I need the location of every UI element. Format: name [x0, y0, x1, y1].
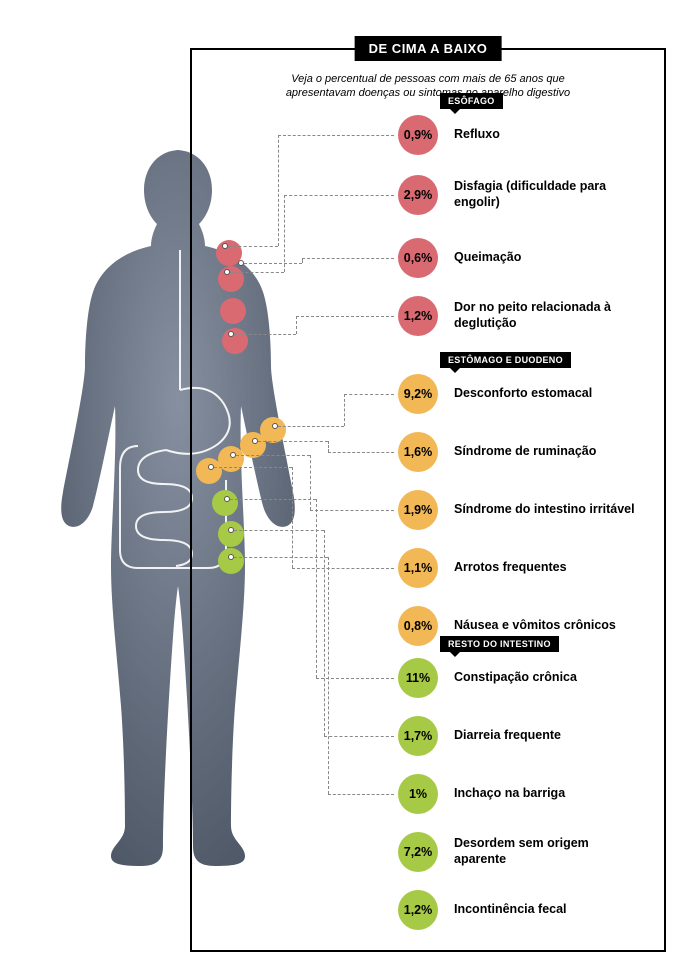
data-row: 11% Constipação crônica	[398, 658, 577, 698]
symptom-label: Constipação crônica	[454, 670, 577, 686]
data-row: 1,2% Dor no peito relacionada à deglutiçã…	[398, 296, 644, 336]
data-row: 1,6% Síndrome de ruminação	[398, 432, 596, 472]
data-row: 1,1% Arrotos frequentes	[398, 548, 567, 588]
leader-line	[316, 499, 317, 678]
symptom-label: Dor no peito relacionada à deglutição	[454, 300, 644, 331]
symptom-label: Síndrome do intestino irritável	[454, 502, 635, 518]
leader-line	[236, 455, 310, 456]
body-marker	[218, 548, 244, 574]
leader-line	[328, 794, 394, 795]
body-marker	[220, 298, 246, 324]
percent-circle: 1,9%	[398, 490, 438, 530]
percent-circle: 9,2%	[398, 374, 438, 414]
symptom-label: Refluxo	[454, 127, 500, 143]
percent-circle: 0,6%	[398, 238, 438, 278]
leader-line	[292, 467, 293, 568]
leader-line	[278, 135, 394, 136]
section-tab-stomach: ESTÔMAGO E DUODENO	[440, 352, 571, 368]
body-marker	[218, 521, 244, 547]
leader-line	[278, 135, 279, 246]
leader-line	[258, 441, 328, 442]
body-marker	[212, 490, 238, 516]
section-tab-esophagus: ESÔFAGO	[440, 93, 503, 109]
data-row: 0,8% Náusea e vômitos crônicos	[398, 606, 616, 646]
leader-line	[228, 246, 278, 247]
percent-circle: 1,7%	[398, 716, 438, 756]
leader-line	[278, 426, 344, 427]
leader-line	[244, 263, 302, 264]
leader-line	[292, 568, 394, 569]
symptom-label: Diarreia frequente	[454, 728, 561, 744]
leader-line	[328, 557, 329, 794]
leader-line	[302, 258, 394, 259]
leader-line	[344, 394, 345, 426]
percent-circle: 0,9%	[398, 115, 438, 155]
leader-line	[324, 530, 325, 736]
body-marker	[218, 446, 244, 472]
leader-line	[296, 316, 297, 334]
body-marker	[218, 266, 244, 292]
percent-circle: 1,6%	[398, 432, 438, 472]
data-row: 1,9% Síndrome do intestino irritável	[398, 490, 635, 530]
percent-circle: 7,2%	[398, 832, 438, 872]
data-row: 1% Inchaço na barriga	[398, 774, 565, 814]
symptom-label: Desconforto estomacal	[454, 386, 592, 402]
leader-line	[284, 195, 394, 196]
symptom-label: Náusea e vômitos crônicos	[454, 618, 616, 634]
leader-line	[328, 441, 329, 452]
percent-circle: 1%	[398, 774, 438, 814]
percent-circle: 2,9%	[398, 175, 438, 215]
leader-line	[324, 736, 394, 737]
percent-circle: 1,1%	[398, 548, 438, 588]
data-row: 9,2% Desconforto estomacal	[398, 374, 592, 414]
leader-line	[296, 316, 394, 317]
subtitle: Veja o percentual de pessoas com mais de…	[263, 72, 593, 101]
percent-circle: 1,2%	[398, 890, 438, 930]
symptom-label: Disfagia (dificuldade para engolir)	[454, 179, 644, 210]
body-marker	[222, 328, 248, 354]
percent-circle: 0,8%	[398, 606, 438, 646]
percent-circle: 11%	[398, 658, 438, 698]
leader-line	[214, 467, 292, 468]
data-row: 2,9% Disfagia (dificuldade para engolir)	[398, 175, 644, 215]
symptom-label: Incontinência fecal	[454, 902, 567, 918]
symptom-label: Arrotos frequentes	[454, 560, 567, 576]
leader-line	[230, 499, 316, 500]
leader-line	[234, 334, 296, 335]
leader-line	[328, 452, 394, 453]
symptom-label: Desordem sem origem aparente	[454, 836, 644, 867]
leader-line	[310, 510, 394, 511]
symptom-label: Queimação	[454, 250, 521, 266]
symptom-label: Síndrome de ruminação	[454, 444, 596, 460]
data-row: 1,2% Incontinência fecal	[398, 890, 567, 930]
leader-line	[344, 394, 394, 395]
leader-line	[230, 272, 284, 273]
data-row: 7,2% Desordem sem origem aparente	[398, 832, 644, 872]
data-row: 0,9% Refluxo	[398, 115, 500, 155]
leader-line	[234, 530, 324, 531]
body-marker	[196, 458, 222, 484]
data-row: 1,7% Diarreia frequente	[398, 716, 561, 756]
leader-line	[234, 557, 328, 558]
percent-circle: 1,2%	[398, 296, 438, 336]
symptom-label: Inchaço na barriga	[454, 786, 565, 802]
leader-line	[310, 455, 311, 510]
data-row: 0,6% Queimação	[398, 238, 521, 278]
title-tab: DE CIMA A BAIXO	[355, 36, 502, 61]
leader-line	[284, 195, 285, 272]
